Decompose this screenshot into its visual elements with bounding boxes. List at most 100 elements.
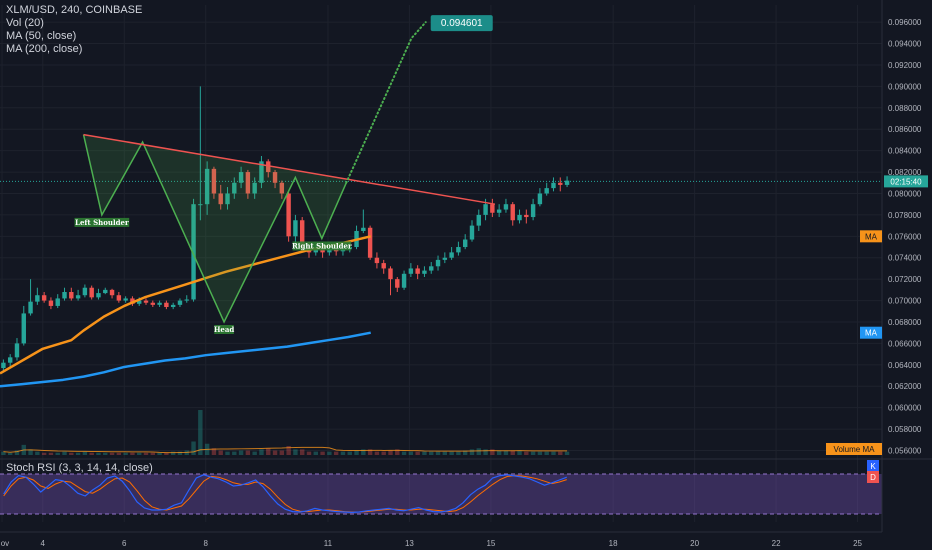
price-tick-label: 0.094000: [888, 40, 922, 49]
volume-bar: [503, 450, 509, 455]
volume-bar: [245, 450, 251, 455]
stoch-k-line: [3, 474, 567, 514]
current-time-tag: 02:15:40: [890, 177, 922, 186]
volume-bar: [191, 441, 196, 455]
price-axis[interactable]: 0.096000 0.094000 0.092000 0.090000 0.088000…: [881, 0, 922, 532]
candle-body: [510, 204, 515, 221]
volume-bar: [293, 449, 298, 455]
pattern-outline: [82, 134, 347, 324]
candle-body: [469, 225, 475, 240]
candle-body: [238, 172, 244, 183]
candle-body: [395, 279, 400, 288]
candle-body: [442, 257, 448, 260]
volume-bar: [388, 450, 393, 455]
price-tick-label: 0.062000: [888, 382, 922, 391]
volume-bar: [442, 451, 448, 455]
volume-bar: [232, 451, 237, 455]
candle-body: [490, 204, 495, 213]
ma200-legend[interactable]: MA (200, close): [6, 43, 83, 55]
volume-bar: [354, 450, 359, 455]
candle-body: [218, 193, 223, 205]
target-label-box: [430, 15, 493, 32]
volume-bar: [483, 449, 488, 455]
volume-bar: [530, 451, 536, 455]
volume-bar: [449, 451, 454, 455]
candle-body: [435, 259, 441, 267]
time-tick-label: 8: [204, 539, 209, 548]
volume-bar: [456, 451, 461, 455]
volume-bar: [544, 451, 549, 455]
volume-bar: [476, 448, 481, 455]
volume-bar: [381, 451, 386, 455]
candle-body: [21, 313, 26, 344]
pattern-label: Left Shoulder: [75, 218, 129, 227]
candle-body: [476, 214, 481, 226]
candle-body: [272, 172, 278, 183]
candle-body: [143, 300, 149, 303]
stoch-rsi-legend[interactable]: Stoch RSI (3, 3, 14, 14, close): [6, 462, 153, 474]
candle-body: [48, 300, 54, 306]
candle-body: [259, 161, 264, 183]
volume-legend[interactable]: Vol (20): [6, 17, 44, 29]
candle-body: [7, 357, 13, 363]
target-projection: [345, 21, 427, 184]
candle-body: [361, 227, 366, 231]
candle-body: [157, 302, 162, 305]
candle-body: [279, 182, 285, 194]
volume-bar: [157, 452, 162, 455]
candle-body: [211, 168, 217, 194]
price-tick-label: 0.072000: [888, 275, 922, 284]
price-tick-label: 0.092000: [888, 61, 922, 70]
candle-body: [422, 270, 427, 274]
candle-body: [225, 193, 230, 205]
volume-bar: [367, 449, 373, 455]
stoch-d-line: [3, 475, 567, 513]
time-tick-label: 25: [853, 539, 862, 548]
price-tick-label: 0.066000: [888, 339, 922, 348]
volume-bar: [75, 452, 81, 455]
candle-body: [69, 292, 74, 299]
time-axis[interactable]: Nov 4 6 8 11 13 15 18 20 22 25: [0, 531, 882, 548]
price-tick-label: 0.060000: [888, 404, 922, 413]
volume-bar: [558, 451, 563, 455]
candle-body: [103, 289, 108, 294]
volume-bar: [82, 451, 88, 455]
price-tick-label: 0.074000: [888, 254, 922, 263]
candle-body: [137, 300, 142, 304]
volume-bar: [55, 452, 60, 455]
stoch-d-badge-box: [867, 471, 879, 483]
candle-body: [1, 362, 6, 369]
price-tags: 02:15:40 MA MA Volume MA KD: [826, 175, 928, 483]
pattern-label-box: [74, 217, 130, 227]
target-label: 0.094601: [441, 18, 483, 29]
pattern-label: Right Shoulder: [292, 241, 352, 250]
volume-bar: [429, 451, 434, 455]
pattern-label-box: [292, 241, 352, 251]
price-tick-label: 0.058000: [888, 425, 922, 434]
ma50-legend[interactable]: MA (50, close): [6, 30, 77, 42]
volume-bar: [177, 451, 183, 455]
symbol-title[interactable]: XLM/USD, 240, COINBASE: [6, 4, 143, 16]
volume-bar: [524, 451, 529, 455]
candle-body: [530, 204, 536, 218]
volume-bar: [137, 452, 142, 455]
volume-bar: [408, 451, 414, 455]
volume-ma-tag-box: [826, 443, 882, 455]
candle-body: [483, 204, 488, 215]
volume-bar: [517, 450, 522, 455]
candle-body: [564, 180, 570, 185]
volume-bar: [469, 449, 475, 455]
price-tick-label: 0.088000: [888, 104, 922, 113]
volume-bar: [272, 450, 278, 455]
candle-body: [41, 295, 47, 301]
volume-bar: [462, 450, 468, 455]
volume-bar: [361, 449, 366, 455]
volume-bar: [395, 449, 400, 455]
candle-body: [558, 182, 563, 185]
volume-bar: [96, 452, 101, 455]
candle-body: [544, 188, 549, 194]
candle-body: [462, 239, 468, 248]
candle-body: [245, 172, 251, 194]
ma200-tag-box: [860, 326, 882, 339]
